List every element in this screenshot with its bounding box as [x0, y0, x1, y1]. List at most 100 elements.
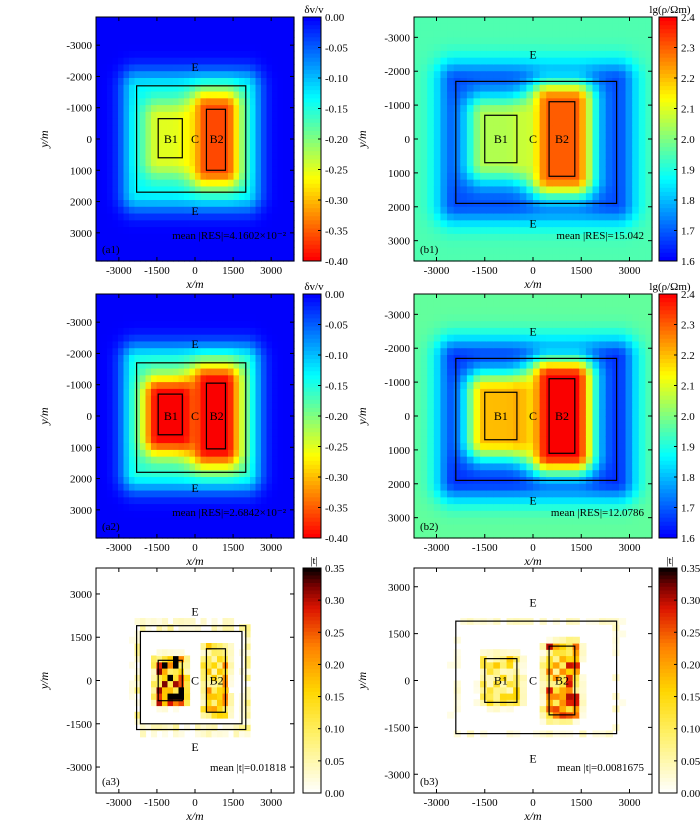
heatmap-cell	[239, 233, 246, 242]
heatmap-cell	[414, 327, 422, 336]
heatmap-cell	[184, 510, 191, 519]
heatmap-cell	[572, 71, 580, 79]
heatmap-cell	[546, 152, 554, 160]
heatmap-cell	[266, 139, 273, 147]
heatmap-cell	[519, 132, 527, 140]
heatmap-cell	[162, 463, 169, 471]
heatmap-cell	[605, 105, 613, 113]
heatmap-cell	[277, 436, 284, 444]
heatmap-cell	[453, 57, 461, 66]
heatmap-cell	[195, 145, 202, 154]
heatmap-cell	[228, 132, 235, 140]
heatmap-cell	[506, 416, 514, 424]
heatmap-cell	[250, 179, 257, 188]
heatmap-cell	[519, 504, 527, 512]
x-tick-label: -1500	[472, 265, 498, 277]
heatmap-cell	[277, 105, 284, 113]
heatmap-cell	[486, 429, 494, 437]
heatmap-cell	[195, 50, 202, 59]
heatmap-cell	[211, 186, 218, 194]
heatmap-cell	[605, 220, 613, 228]
heatmap-cell	[572, 132, 580, 140]
heatmap-cell	[277, 118, 284, 127]
heatmap-cell	[539, 402, 547, 410]
heatmap-cell	[283, 145, 290, 154]
heatmap-cell	[480, 179, 488, 188]
heatmap-cell	[440, 348, 448, 356]
heatmap-cell	[559, 247, 567, 255]
heatmap-cell	[156, 294, 163, 302]
heatmap-cell	[453, 361, 461, 370]
heatmap-cell	[178, 111, 185, 120]
heatmap-cell	[272, 348, 279, 356]
heatmap-cell	[440, 23, 448, 32]
heatmap-cell	[266, 179, 273, 188]
heatmap-cell	[288, 71, 295, 79]
heatmap-cell	[453, 334, 461, 343]
colorbar-tick-label: -0.05	[325, 320, 348, 332]
heatmap-cell	[272, 510, 279, 519]
heatmap-cell	[112, 105, 119, 113]
heatmap-cell	[195, 71, 202, 79]
colorbar-segment	[659, 179, 677, 185]
heatmap-cell	[107, 111, 114, 120]
heatmap-cell	[506, 402, 514, 410]
colorbar-segment	[303, 391, 321, 397]
heatmap-cell	[283, 44, 290, 52]
heatmap-cell	[493, 193, 501, 201]
heatmap-cell	[427, 166, 435, 174]
heatmap-cell	[546, 233, 554, 242]
heatmap-cell	[140, 139, 147, 147]
heatmap-cell	[414, 321, 422, 329]
heatmap-cell	[211, 361, 218, 370]
heatmap-cell	[195, 98, 202, 106]
heatmap-cell	[453, 307, 461, 315]
heatmap-cell	[233, 504, 240, 512]
heatmap-cell	[233, 227, 240, 235]
heatmap-cell	[112, 436, 119, 444]
heatmap-cell	[118, 443, 125, 451]
heatmap-cell	[440, 314, 448, 322]
heatmap-cell	[539, 105, 547, 113]
heatmap-cell	[513, 463, 521, 471]
heatmap-cell	[189, 206, 196, 215]
colorbar-segment	[303, 122, 321, 128]
heatmap-cell	[473, 422, 481, 431]
heatmap-cell	[433, 395, 442, 404]
heatmap-cell	[178, 84, 185, 93]
heatmap-cell	[526, 490, 534, 498]
heatmap-cell	[140, 375, 147, 383]
heatmap-cell	[466, 416, 475, 424]
heatmap-cell	[145, 166, 152, 174]
heatmap-cell	[559, 125, 567, 133]
heatmap-cell	[184, 348, 191, 356]
heatmap-cell	[118, 200, 125, 208]
heatmap-cell	[255, 368, 262, 376]
heatmap-cell	[466, 463, 475, 471]
heatmap-cell	[618, 111, 627, 120]
heatmap-cell	[118, 456, 125, 465]
heatmap-cell	[250, 84, 257, 93]
heatmap-cell	[283, 186, 290, 194]
heatmap-cell	[123, 125, 130, 133]
heatmap-cell	[184, 247, 191, 255]
colorbar-segment	[303, 41, 321, 46]
heatmap-cell	[420, 327, 428, 336]
heatmap-cell	[605, 233, 613, 242]
heatmap-cell	[447, 227, 455, 235]
heatmap-cell	[167, 206, 174, 215]
heatmap-cell	[107, 125, 114, 133]
heatmap-cell	[533, 50, 541, 59]
colorbar-segment	[303, 45, 321, 51]
heatmap-cell	[559, 152, 567, 160]
heatmap-cell	[167, 314, 174, 322]
heatmap-cell	[288, 429, 295, 437]
heatmap-cell	[250, 334, 257, 343]
heatmap-cell	[288, 375, 295, 383]
heatmap-cell	[261, 172, 268, 181]
heatmap-cell	[244, 429, 251, 437]
heatmap-cell	[134, 57, 141, 66]
heatmap-cell	[151, 254, 158, 262]
y-tick-label: 1000	[388, 168, 411, 180]
